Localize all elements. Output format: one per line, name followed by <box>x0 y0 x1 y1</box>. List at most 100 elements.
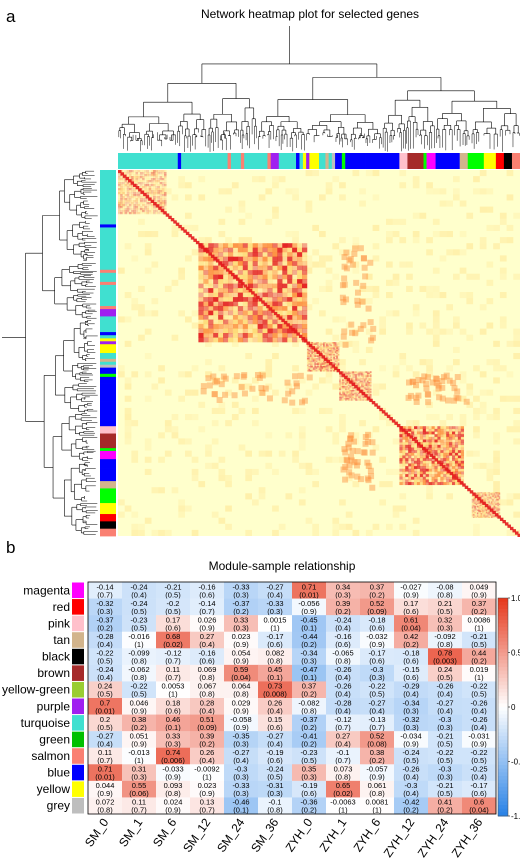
heatmap-cell <box>326 615 361 633</box>
top-color-stripe <box>459 153 463 169</box>
heatmap-cell <box>320 367 322 369</box>
heatmap-cell <box>429 379 436 386</box>
left-color-stripe <box>100 275 116 280</box>
heatmap-cell <box>325 352 328 355</box>
heatmap-cell <box>178 273 185 280</box>
heatmap-cell <box>493 414 500 421</box>
colorbar-tick-label: 0 <box>511 703 516 712</box>
heatmap-cell <box>446 460 450 464</box>
heatmap-cell <box>494 497 497 500</box>
heatmap-cell <box>406 420 413 427</box>
heatmap-cell <box>463 398 470 405</box>
heatmap-cell <box>459 371 467 378</box>
heatmap-cell <box>265 218 273 225</box>
heatmap-cell <box>325 355 328 357</box>
heatmap-cell <box>228 328 234 334</box>
top-color-stripe <box>402 153 406 169</box>
heatmap-cell <box>164 181 167 185</box>
heatmap-cell <box>434 476 438 480</box>
heatmap-diagonal <box>248 288 253 293</box>
heatmap-cell <box>446 304 453 311</box>
heatmap-cell <box>318 369 321 372</box>
heatmap-cell <box>150 171 154 175</box>
heatmap-cell <box>481 507 484 509</box>
cell-pvalue-label: (0.4) <box>97 739 113 748</box>
heatmap-cell <box>394 764 429 782</box>
heatmap-cell <box>124 243 132 250</box>
heatmap-cell <box>318 357 321 360</box>
top-color-stripe <box>134 153 139 169</box>
colorbar-step <box>498 605 508 610</box>
heatmap-cell <box>315 356 318 359</box>
heatmap-cell <box>334 348 337 351</box>
heatmap-cell <box>462 598 497 616</box>
colorbar-step <box>498 598 508 603</box>
heatmap-cell <box>476 492 479 494</box>
cell-value-label: 0.051 <box>130 731 149 740</box>
heatmap-cell <box>362 396 365 399</box>
left-color-stripe <box>100 361 116 366</box>
heatmap-cell <box>473 450 480 457</box>
heatmap-cell <box>343 396 346 399</box>
heatmap-cell <box>122 764 157 782</box>
heatmap-cell <box>118 499 125 506</box>
heatmap-cell <box>262 279 268 284</box>
heatmap-cell <box>412 517 420 524</box>
heatmap-cell <box>155 187 158 191</box>
heatmap-cell <box>328 351 331 353</box>
heatmap-cell <box>405 434 409 438</box>
heatmap-diagonal <box>514 531 519 535</box>
heatmap-cell <box>513 420 520 427</box>
heatmap-cell <box>311 367 314 369</box>
heatmap-cell <box>369 376 372 379</box>
heatmap-cell <box>386 231 393 238</box>
heatmap-cell <box>325 182 333 189</box>
heatmap-cell <box>277 306 283 311</box>
heatmap-cell <box>479 511 482 514</box>
heatmap-cell <box>479 492 482 494</box>
heatmap-cell <box>336 353 338 356</box>
heatmap-cell <box>369 449 376 456</box>
heatmap-cell <box>139 209 143 213</box>
heatmap-cell <box>489 494 492 496</box>
heatmap-cell <box>440 426 444 430</box>
heatmap-cell <box>328 364 331 367</box>
heatmap-cell <box>366 372 369 375</box>
heatmap-cell <box>498 509 501 512</box>
heatmap-cell <box>327 352 330 355</box>
heatmap-cell <box>297 315 303 320</box>
cell-pvalue-label: (1) <box>474 673 484 682</box>
top-color-stripe <box>296 153 300 169</box>
heatmap-cell <box>126 207 130 211</box>
heatmap-cell <box>282 256 288 262</box>
heatmap-cell <box>257 292 263 298</box>
heatmap-cell <box>237 265 244 271</box>
heatmap-cell <box>262 385 269 392</box>
heatmap-cell <box>171 194 179 201</box>
heatmap-cell <box>350 375 353 377</box>
heatmap-cell <box>327 348 330 351</box>
heatmap-cell <box>331 350 334 352</box>
heatmap-cell <box>486 279 494 286</box>
heatmap-cell <box>379 316 386 323</box>
top-color-stripe <box>210 153 215 169</box>
heatmap-cell <box>359 298 366 305</box>
cell-value-label: -0.22 <box>470 682 487 691</box>
heatmap-cell <box>446 474 450 478</box>
heatmap-cell <box>320 369 322 372</box>
heatmap-cell <box>449 434 453 438</box>
left-color-stripe <box>100 367 116 372</box>
left-color-stripe <box>100 456 116 460</box>
heatmap-cell <box>323 343 325 345</box>
heatmap-cell <box>252 407 259 414</box>
heatmap-cell <box>139 197 143 201</box>
heatmap-cell <box>287 337 293 343</box>
heatmap-cell <box>399 442 403 446</box>
heatmap-diagonal <box>286 323 290 327</box>
heatmap-cell <box>497 492 499 494</box>
cell-pvalue-label: (0.6) <box>199 657 215 666</box>
heatmap-cell <box>416 474 421 478</box>
heatmap-cell <box>272 353 279 360</box>
heatmap-cell <box>488 493 490 495</box>
heatmap-cell <box>414 479 418 483</box>
